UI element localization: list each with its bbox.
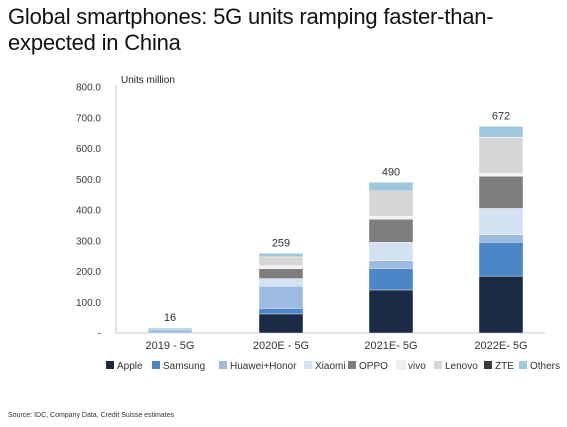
y-tick-label: 100.0 [76, 298, 101, 309]
legend-label-oppo: OPPO [359, 361, 388, 372]
bar-segment-oppo [478, 175, 524, 209]
source-note: Source: IDC, Company Data, Credit Suisse… [8, 412, 175, 419]
bar-segment-xiaomi [258, 278, 304, 287]
bar-segment-huawei-honor [368, 260, 414, 269]
legend-label-samsung: Samsung [163, 361, 205, 372]
legend-swatch-apple [106, 361, 114, 369]
bar-total-label: 672 [492, 110, 510, 122]
legend-swatch-others [519, 361, 527, 369]
bar-segment-others [478, 126, 524, 138]
bar-segment-oppo [368, 219, 414, 243]
x-tick-label: 2019 - 5G [146, 340, 195, 352]
bar-segment-others [368, 182, 414, 192]
chart-title-line-2: expected in China [8, 30, 181, 55]
legend-swatch-zte [484, 361, 492, 369]
bar-segment-others [147, 327, 193, 331]
x-tick-label: 2021E- 5G [364, 340, 417, 352]
bar-segment-lenovo [258, 256, 304, 266]
legend-swatch-lenovo [434, 361, 442, 369]
bar-segment-vivo [258, 265, 304, 269]
bar-segment-samsung [368, 268, 414, 291]
bar-segment-apple [368, 289, 414, 334]
legend-label-zte: ZTE [495, 361, 514, 372]
bar-segment-samsung [478, 242, 524, 277]
legend-swatch-vivo [396, 360, 406, 370]
y-tick-label: 500.0 [76, 175, 101, 186]
chart-title-line-1: Global smartphones: 5G units ramping fas… [8, 4, 494, 29]
legend-swatch-huawei-honor [219, 361, 227, 369]
y-tick-label: 200.0 [76, 267, 101, 278]
bar-segment-huawei-honor [147, 329, 193, 334]
bar-segment-apple [258, 313, 304, 334]
legend-label-lenovo: Lenovo [445, 361, 478, 372]
bar-segment-oppo [258, 268, 304, 279]
bar-segment-samsung [258, 308, 304, 315]
legend-swatch-xiaomi [304, 361, 312, 369]
y-tick-label: 700.0 [76, 113, 101, 124]
y-tick-label: 800.0 [76, 83, 101, 94]
bar-segment-vivo [478, 172, 524, 177]
bar-segment-huawei-honor [258, 286, 304, 309]
bar-segment-huawei-honor [478, 234, 524, 243]
bar-segment-xiaomi [368, 242, 414, 261]
bar-segment-apple [478, 275, 524, 334]
legend-swatch-samsung [152, 361, 160, 369]
y-axis-unit-label: Units million [121, 75, 175, 86]
bar-segment-lenovo [478, 137, 524, 174]
y-tick-label: 600.0 [76, 144, 101, 155]
x-tick-label: 2022E- 5G [474, 340, 527, 352]
legend-label-apple: Apple [117, 361, 143, 372]
bar-segment-vivo [368, 215, 414, 220]
legend-label-xiaomi: Xiaomi [315, 361, 346, 372]
legend-label-huawei-honor: Huawei+Honor [230, 361, 297, 372]
y-tick-label: 300.0 [76, 236, 101, 247]
bar-total-label: 490 [382, 166, 400, 178]
x-tick-label: 2020E - 5G [253, 340, 309, 352]
y-tick-label: - [98, 329, 101, 340]
legend-label-vivo: vivo [408, 361, 426, 372]
bar-segment-xiaomi [478, 208, 524, 235]
legend-label-others: Others [530, 361, 560, 372]
bar-segment-lenovo [368, 191, 414, 217]
bar-segment-others [258, 253, 304, 257]
legend-swatch-oppo [348, 361, 356, 369]
chart-title: Global smartphones: 5G units ramping fas… [8, 4, 563, 56]
bar-total-label: 16 [164, 312, 176, 324]
bar-total-label: 259 [272, 237, 290, 249]
y-tick-label: 400.0 [76, 206, 101, 217]
